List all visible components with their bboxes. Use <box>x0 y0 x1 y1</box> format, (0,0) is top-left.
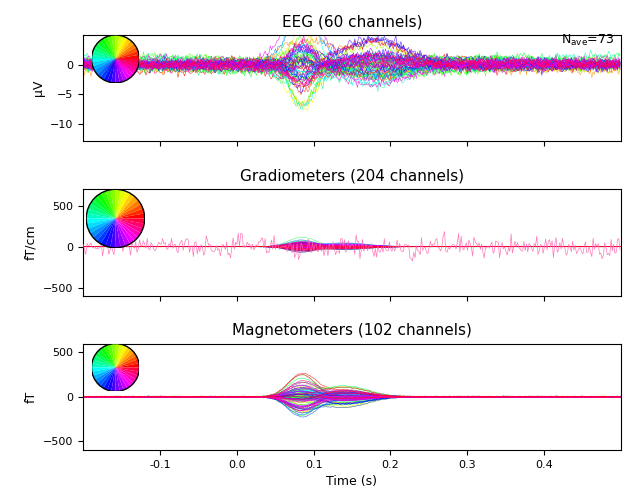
Title: Gradiometers (204 channels): Gradiometers (204 channels) <box>240 169 464 184</box>
Y-axis label: fT/cm: fT/cm <box>24 224 38 260</box>
Y-axis label: μV: μV <box>31 80 45 96</box>
Y-axis label: fT: fT <box>24 390 38 403</box>
Title: EEG (60 channels): EEG (60 channels) <box>282 14 422 30</box>
Text: N$_{\rm ave}$=73: N$_{\rm ave}$=73 <box>561 32 614 48</box>
Title: Magnetometers (102 channels): Magnetometers (102 channels) <box>232 324 472 338</box>
X-axis label: Time (s): Time (s) <box>326 476 378 488</box>
